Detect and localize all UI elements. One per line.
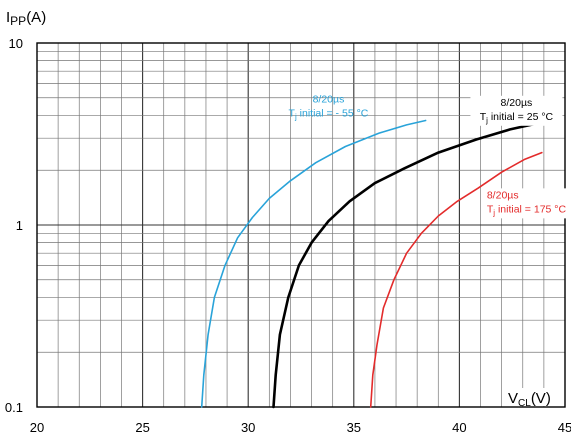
y-axis-label-sub: PP — [10, 14, 26, 28]
annotation-temp-1: Tj initial = - 55 °C — [289, 108, 369, 122]
x-tick-labels: 20 25 30 35 40 45 — [30, 420, 571, 435]
chart-grid — [37, 43, 565, 407]
y-axis-label-main: I — [6, 9, 10, 26]
x-tick-label: 35 — [347, 420, 361, 435]
y-tick-labels: 10 1 0.1 — [5, 36, 23, 415]
annotation-pulse-3: 8/20µs — [487, 189, 519, 201]
x-tick-label: 45 — [558, 420, 571, 435]
y-axis-label: IPP(A) — [6, 9, 46, 28]
y-tick-label: 1 — [16, 218, 23, 233]
series-group — [200, 119, 543, 409]
x-axis-label: VCL(V) — [508, 390, 551, 409]
annotation-group: 8/20µs Tj initial = - 55 °C 8/20µs Tj initi… — [289, 94, 571, 219]
x-axis-label-bg — [505, 388, 563, 406]
plot-frame — [36, 42, 566, 408]
annotation-temp-2: Tj initial = 25 °C — [480, 111, 554, 125]
y-axis-label-unit: (A) — [26, 9, 46, 26]
x-axis-label-unit: (V) — [531, 390, 551, 407]
series-line-2 — [272, 122, 537, 409]
x-tick-label: 30 — [241, 420, 255, 435]
annotation-bg-2 — [470, 95, 563, 126]
x-tick-label: 20 — [30, 420, 44, 435]
x-tick-label: 25 — [135, 420, 149, 435]
series-line-3 — [369, 151, 543, 408]
x-axis-label-main: V — [508, 390, 518, 407]
y-tick-label: 10 — [9, 36, 23, 51]
annotation-pulse-1: 8/20µs — [313, 94, 345, 106]
annotation-temp-3: Tj initial = 175 °C — [487, 203, 567, 217]
x-axis-label-sub: CL — [518, 398, 531, 409]
x-tick-label: 40 — [452, 420, 466, 435]
annotation-pulse-2: 8/20µs — [501, 97, 533, 109]
y-tick-label: 0.1 — [5, 400, 23, 415]
annotation-bg-3 — [484, 188, 571, 219]
series-line-1 — [200, 119, 427, 408]
